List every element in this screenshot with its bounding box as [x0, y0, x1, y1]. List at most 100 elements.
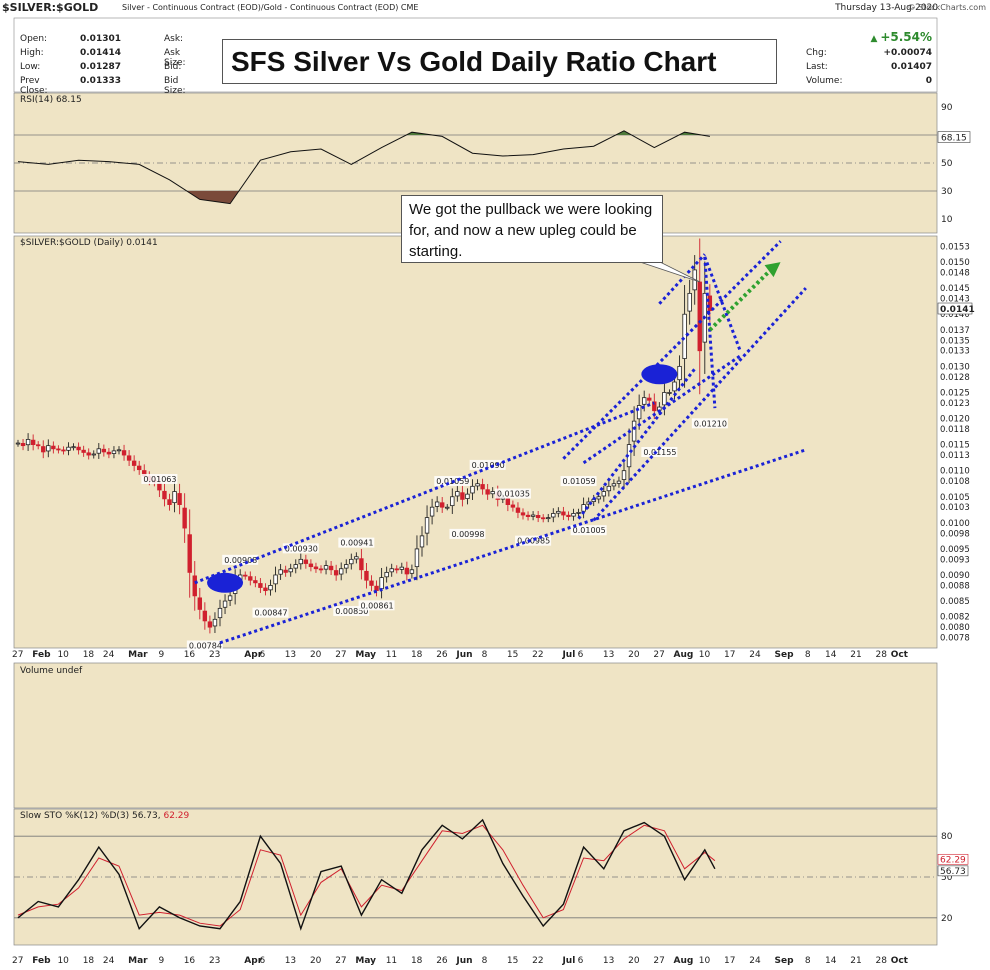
- x-tick-6-top: 6: [259, 650, 265, 660]
- candle-body: [505, 498, 511, 505]
- price-tick-0.0110: 0.0110: [940, 467, 970, 477]
- price-annotation-label: 0.00861: [361, 601, 394, 610]
- x-tick-Jun-bottom: Jun: [455, 956, 472, 966]
- candle-body: [384, 571, 389, 578]
- candle-body: [636, 405, 642, 420]
- x-tick-Mar-top: Mar: [128, 650, 148, 660]
- x-tick-23-top: 23: [209, 650, 220, 660]
- x-tick-Aug-bottom: Aug: [674, 956, 694, 966]
- candle-body: [546, 517, 551, 520]
- candle-body: [227, 595, 233, 601]
- channel-line: [703, 256, 717, 409]
- candle-body: [429, 506, 435, 517]
- candle-body: [30, 439, 36, 446]
- price-annotation-box: [469, 459, 506, 470]
- price-tick-0.0115: 0.0115: [940, 441, 970, 451]
- x-tick-20-bottom: 20: [310, 956, 322, 966]
- x-tick-13-bottom: 13: [603, 956, 614, 966]
- candle-body: [606, 485, 612, 492]
- price-tick-0.0135: 0.0135: [940, 336, 970, 346]
- price-annotation-label: 0.01155: [643, 448, 676, 457]
- candle-body: [121, 450, 127, 456]
- price-annotation-label: 0.00985: [517, 537, 550, 546]
- candle-body: [460, 492, 465, 500]
- candle-body: [556, 510, 561, 514]
- x-tick-May-top: May: [355, 650, 376, 660]
- x-tick-13-top: 13: [603, 650, 614, 660]
- price-tick-0.0128: 0.0128: [940, 373, 970, 383]
- x-tick-28-top: 28: [876, 650, 888, 660]
- x-tick-Feb-top: Feb: [32, 650, 51, 660]
- candle-body: [157, 482, 162, 491]
- x-tick-11-bottom: 11: [386, 956, 397, 966]
- x-tick-Oct-top: Oct: [891, 650, 909, 660]
- price-annotation-label: 0.01210: [694, 419, 727, 428]
- candle-body: [480, 484, 485, 490]
- x-tick-27-bottom: 27: [12, 956, 23, 966]
- rsi-line: [17, 130, 710, 205]
- price-tick-0.0078: 0.0078: [940, 634, 970, 644]
- candle-body: [419, 535, 425, 548]
- candle-body: [672, 381, 677, 392]
- x-tick-23-bottom: 23: [209, 956, 220, 966]
- change-percent: +5.54%: [880, 30, 932, 44]
- channel-line: [582, 354, 741, 465]
- price-tick-0.0140: 0.0140: [940, 310, 970, 320]
- candle-body: [318, 568, 324, 571]
- rsi-tick-10: 10: [941, 215, 953, 225]
- price-annotation-box: [641, 447, 678, 457]
- price-annotation-box: [570, 525, 607, 536]
- candle-body: [71, 446, 76, 449]
- candle-body: [263, 587, 268, 592]
- x-tick-27-top: 27: [335, 650, 346, 660]
- candle-body: [192, 575, 197, 597]
- candle-body: [566, 514, 571, 517]
- price-annotation-label: 0.00941: [340, 539, 373, 548]
- sto-k-line: [17, 818, 716, 931]
- x-tick-27-bottom: 27: [653, 956, 664, 966]
- chg-label: Chg:: [806, 48, 827, 58]
- candle-body: [541, 517, 546, 520]
- candle-body: [571, 513, 576, 517]
- last-label: Last:: [806, 62, 828, 72]
- x-tick-Apr-top: Apr: [244, 650, 262, 660]
- candle-body: [167, 499, 172, 505]
- price-tick-0.0082: 0.0082: [940, 613, 970, 623]
- x-tick-26-bottom: 26: [436, 956, 448, 966]
- price-tick-0.0100: 0.0100: [940, 519, 970, 529]
- rsi-value-tag: 68.15: [941, 134, 967, 144]
- candle-body: [328, 565, 334, 571]
- candle-body: [41, 446, 46, 453]
- candle-body: [106, 451, 112, 455]
- candle-body: [485, 489, 490, 495]
- annotation-note: We got the pullback we were looking for,…: [401, 195, 663, 263]
- price-annotation-label: 0.01035: [497, 490, 530, 499]
- x-tick-18-bottom: 18: [83, 956, 95, 966]
- candle-body: [359, 558, 364, 571]
- price-tick-0.0090: 0.0090: [940, 571, 970, 581]
- x-tick-13-bottom: 13: [285, 956, 296, 966]
- candle-body: [20, 443, 26, 447]
- price-annotation-label: 0.01059: [563, 477, 596, 486]
- ask-label: Ask:: [164, 34, 184, 44]
- sto-tick-20: 20: [941, 914, 953, 924]
- x-tick-11-top: 11: [386, 650, 397, 660]
- x-tick-10-top: 10: [57, 650, 69, 660]
- candle-body: [379, 577, 384, 590]
- low-label: Low:: [20, 62, 41, 72]
- high-label: High:: [20, 48, 44, 58]
- x-tick-6-bottom: 6: [259, 956, 265, 966]
- bid-size-label: Bid Size:: [164, 76, 186, 96]
- price-tick-0.0088: 0.0088: [940, 581, 970, 591]
- price-annotation-label: 0.01005: [573, 526, 606, 535]
- x-tick-22-bottom: 22: [532, 956, 543, 966]
- candle-body: [687, 292, 692, 312]
- candle-body: [647, 397, 652, 401]
- candle-body: [96, 448, 101, 454]
- price-annotation-box: [186, 640, 223, 651]
- x-tick-Jul-bottom: Jul: [561, 956, 575, 966]
- candle-body: [662, 392, 667, 406]
- candle-body: [288, 568, 293, 573]
- ask-size-label: Ask Size:: [164, 48, 186, 68]
- x-tick-26-top: 26: [436, 650, 448, 660]
